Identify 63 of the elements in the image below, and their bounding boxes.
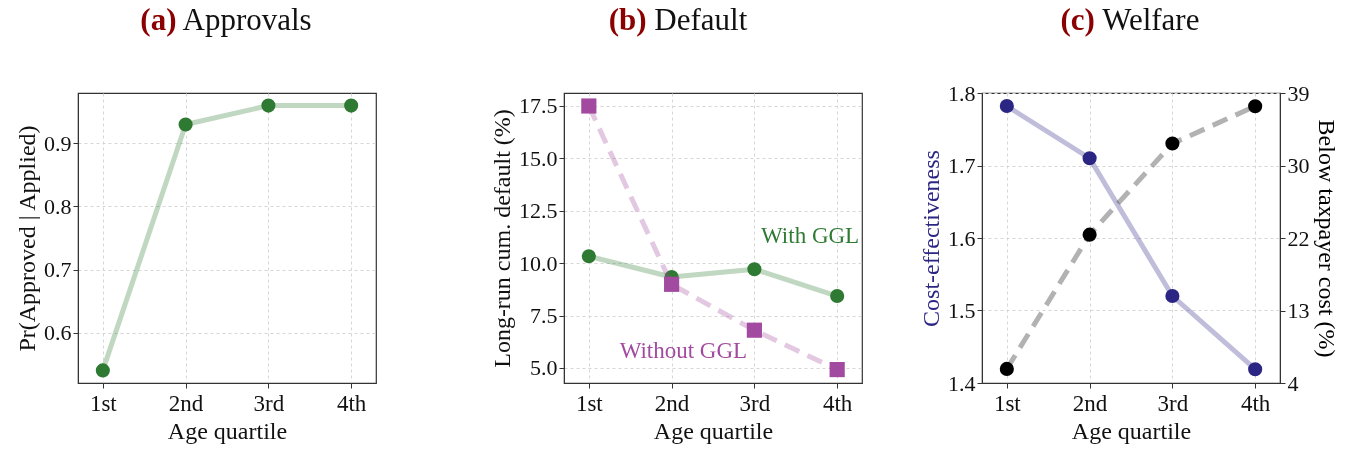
x-tick-label: 3rd (739, 390, 771, 416)
y-tick-label: 5.0 (530, 355, 558, 381)
chart-title: (c) Welfare (1060, 2, 1200, 38)
y-tick-label: 1.4 (948, 370, 976, 396)
x-axis-title: Age quartile (167, 417, 288, 444)
y-tick-label: 1.5 (948, 298, 976, 323)
x-tick-label: 2nd (168, 390, 204, 416)
point (830, 288, 845, 304)
point (746, 322, 762, 338)
point (999, 361, 1014, 376)
y-tick-label: 1.6 (948, 225, 976, 251)
y-tick-label: 0.7 (44, 257, 72, 283)
series-label: Without GGL (619, 338, 748, 364)
x-tick-label: 1st (993, 390, 1022, 416)
point (829, 362, 845, 378)
point (1248, 99, 1263, 114)
x-tick-label: 4th (1240, 390, 1271, 416)
y-axis-title: Pr(Approved | Applied) (14, 125, 40, 352)
x-tick-label: 4th (822, 390, 853, 416)
y2-tick-label: 4 (1287, 370, 1299, 396)
y-tick-label: 1.7 (948, 153, 976, 178)
y-tick-label: 10.0 (519, 250, 558, 276)
y2-tick-label: 39 (1287, 80, 1310, 106)
y-tick-label: 12.5 (519, 198, 558, 224)
y-tick-label: 15.0 (519, 145, 558, 171)
point (95, 363, 110, 378)
y-tick-label: 0.9 (44, 130, 72, 156)
point (1082, 227, 1097, 242)
x-tick-label: 3rd (253, 390, 285, 416)
point (999, 98, 1014, 114)
y-tick-label: 17.5 (519, 93, 558, 119)
point (1165, 288, 1180, 304)
chart-title: (a) Approvals (140, 2, 312, 38)
point (581, 249, 596, 264)
y-axis-title: Long-run cum. default (%) (489, 109, 515, 368)
y2-tick-label: 30 (1287, 153, 1310, 178)
point (178, 117, 193, 132)
x-tick-label: 2nd (654, 390, 690, 416)
x-axis-title: Age quartile (1071, 417, 1192, 444)
x-tick-label: 4th (336, 390, 367, 416)
x-tick-label: 2nd (1072, 390, 1108, 416)
point (344, 98, 359, 113)
y2-tick-label: 22 (1287, 225, 1310, 251)
y2-tick-label: 13 (1287, 298, 1310, 323)
y-tick-label: 1.8 (948, 80, 976, 106)
point (1082, 151, 1097, 166)
series-label: With GGL (761, 223, 860, 249)
point (1248, 362, 1263, 377)
point (261, 98, 276, 113)
y-tick-label: 0.8 (44, 193, 72, 219)
x-tick-label: 1st (575, 390, 604, 416)
x-tick-label: 3rd (1157, 390, 1189, 416)
y-tick-label: 0.6 (44, 320, 72, 346)
point (747, 262, 762, 277)
point (581, 98, 597, 114)
y2-axis-title: Below taxpayer cost (%) (1313, 119, 1340, 358)
x-axis-title: Age quartile (653, 417, 774, 444)
y-tick-label: 7.5 (530, 303, 558, 329)
x-tick-label: 1st (89, 390, 118, 416)
chart-title: (b) Default (608, 2, 748, 38)
y-axis-title: Cost-effectiveness (918, 150, 944, 327)
point (664, 276, 680, 292)
point (1165, 136, 1180, 151)
